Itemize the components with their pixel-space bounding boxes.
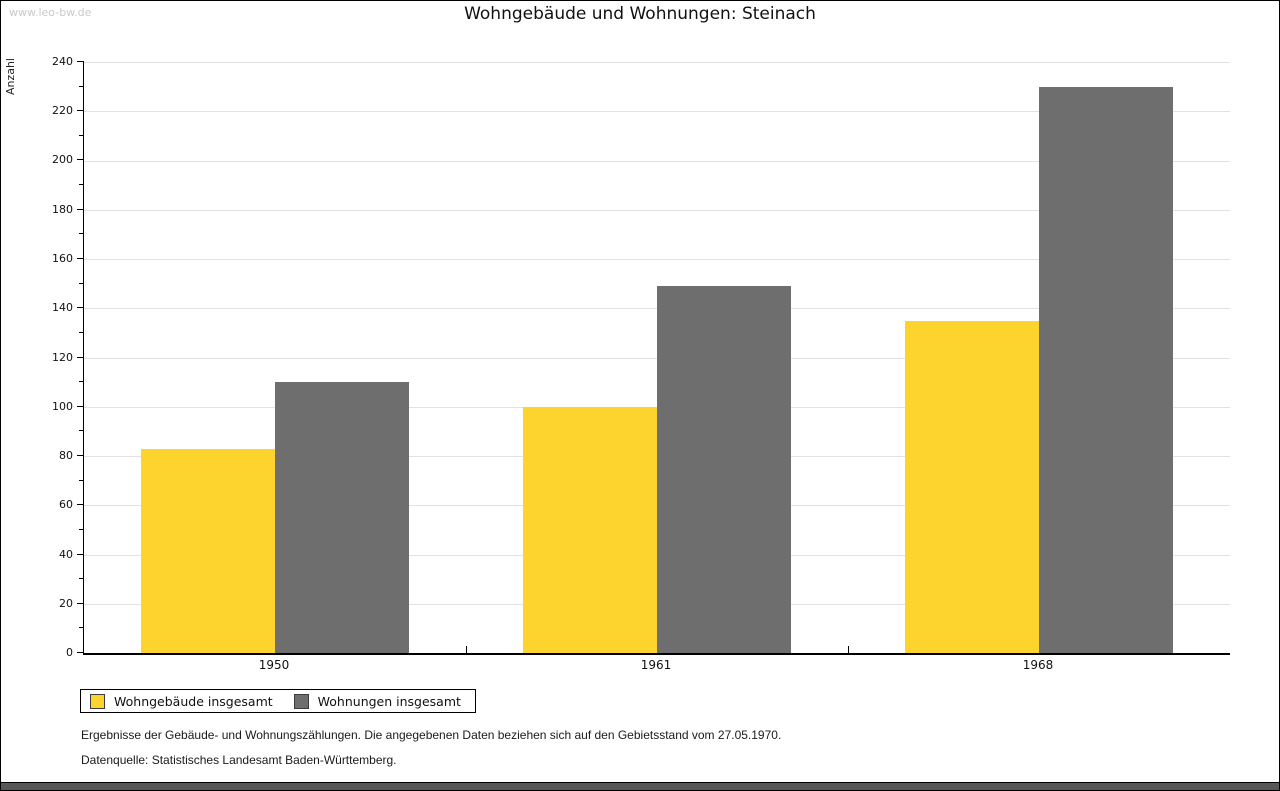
y-tick-100 <box>77 405 84 407</box>
y-tick-60 <box>77 504 84 506</box>
x-boundary-tick-1 <box>466 646 467 653</box>
bar-wohnungen-insgesamt-1961 <box>657 286 791 653</box>
wohnungen-insgesamt-swatch-icon <box>293 693 309 709</box>
x-tick-label-1950: 1950 <box>258 658 290 672</box>
gridline-200 <box>84 160 1230 162</box>
y-tick-label-140: 140 <box>52 301 73 315</box>
y-tick-minor-110 <box>79 381 84 383</box>
y-tick-label-160: 160 <box>52 251 73 265</box>
y-tick-minor-230 <box>79 85 84 87</box>
legend-box: Wohngebäude insgesamt Wohnungen insgesamt <box>80 689 476 713</box>
legend-item-wohnungen-insgesamt: Wohnungen insgesamt <box>293 693 461 709</box>
gridline-160 <box>84 259 1230 260</box>
bar-group-1961 <box>466 62 848 653</box>
y-tick-180 <box>77 208 84 210</box>
bar-wohngeb-ude-insgesamt-1961 <box>523 406 657 653</box>
y-tick-minor-170 <box>79 233 84 235</box>
bar-wohngeb-ude-insgesamt-1968 <box>905 320 1039 653</box>
y-tick-minor-70 <box>79 479 84 481</box>
bar-wohnungen-insgesamt-1968 <box>1039 86 1173 653</box>
y-tick-label-220: 220 <box>52 104 73 118</box>
y-tick-label-200: 200 <box>52 153 73 167</box>
y-tick-40 <box>77 553 84 555</box>
y-tick-minor-210 <box>79 134 84 136</box>
bar-wohnungen-insgesamt-1950 <box>275 382 409 653</box>
y-tick-label-240: 240 <box>52 55 73 68</box>
watermark-text: www.leo-bw.de <box>9 6 92 19</box>
y-tick-0 <box>77 652 84 653</box>
gridline-240 <box>84 62 1230 63</box>
y-tick-80 <box>77 454 84 456</box>
y-tick-label-100: 100 <box>52 399 73 413</box>
y-tick-minor-30 <box>79 578 84 580</box>
y-tick-minor-150 <box>79 282 84 284</box>
y-tick-label-20: 20 <box>59 596 73 610</box>
bar-group-1950 <box>84 62 466 653</box>
gridline-180 <box>84 209 1230 211</box>
y-tick-label-0: 0 <box>66 646 73 659</box>
y-tick-220 <box>77 110 84 112</box>
bar-wohngeb-ude-insgesamt-1950 <box>141 448 275 653</box>
legend-label-wohngeb-ude-insgesamt: Wohngebäude insgesamt <box>114 693 273 709</box>
y-tick-120 <box>77 356 84 358</box>
chart-title: Wohngebäude und Wohnungen: Steinach <box>464 4 816 24</box>
footnote-data-source: Datenquelle: Statistisches Landesamt Bad… <box>81 753 397 767</box>
footnote-source-note: Ergebnisse der Gebäude- und Wohnungszähl… <box>81 728 782 742</box>
bar-group-1968 <box>848 62 1230 653</box>
gridline-220 <box>84 111 1230 113</box>
y-tick-minor-130 <box>79 331 84 333</box>
wohngeb-ude-insgesamt-swatch-icon <box>90 693 105 709</box>
y-axis-label: Anzahl <box>4 58 17 96</box>
y-tick-20 <box>77 602 84 604</box>
legend-item-wohngeb-ude-insgesamt: Wohngebäude insgesamt <box>90 693 273 709</box>
x-boundary-tick-2 <box>848 646 849 653</box>
y-tick-minor-10 <box>79 627 84 629</box>
x-tick-label-1961: 1961 <box>640 658 672 672</box>
y-tick-label-180: 180 <box>52 202 73 216</box>
y-tick-minor-190 <box>79 184 84 186</box>
legend-label-wohnungen-insgesamt: Wohnungen insgesamt <box>317 693 461 709</box>
x-axis-labels: 1950 1961 1968 <box>83 658 1229 674</box>
y-tick-200 <box>77 159 84 161</box>
plot-area: 0 20 40 60 80 100 120 140 160 180 200 220 240 <box>52 55 1230 659</box>
y-tick-minor-90 <box>79 430 84 432</box>
y-tick-140 <box>77 307 84 309</box>
x-tick-label-1968: 1968 <box>1022 658 1054 672</box>
y-tick-label-80: 80 <box>59 448 73 462</box>
y-tick-160 <box>77 257 84 259</box>
y-tick-label-120: 120 <box>52 350 73 364</box>
y-tick-label-40: 40 <box>59 547 73 561</box>
bottom-window-edge <box>1 782 1279 790</box>
y-tick-label-60: 60 <box>59 498 73 512</box>
y-tick-minor-50 <box>79 528 84 530</box>
y-tick-240 <box>77 61 84 62</box>
